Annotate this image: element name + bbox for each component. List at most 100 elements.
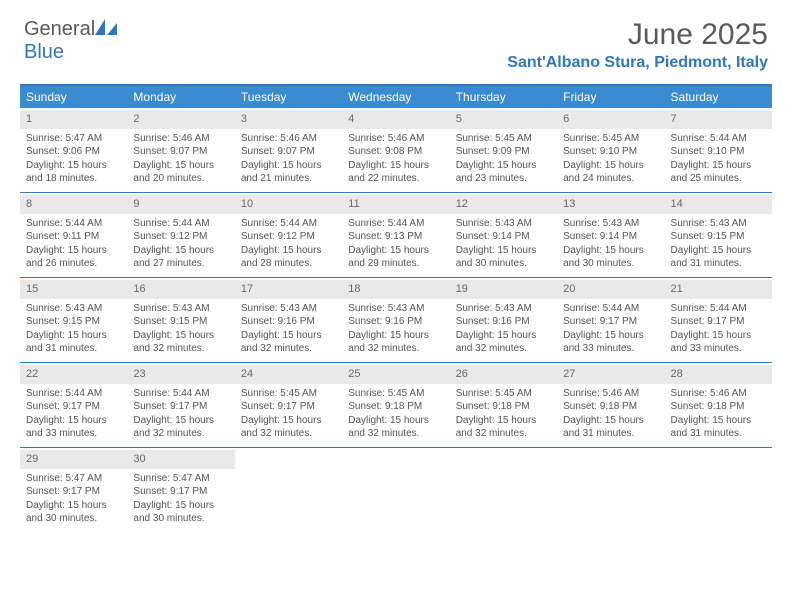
weekday-header: Saturday — [665, 86, 772, 108]
day-cell: 18Sunrise: 5:43 AMSunset: 9:16 PMDayligh… — [342, 278, 449, 362]
sunset-line: Sunset: 9:14 PM — [456, 230, 551, 244]
sunset-line: Sunset: 9:16 PM — [456, 315, 551, 329]
daylight-line: Daylight: 15 hours and 26 minutes. — [26, 244, 121, 271]
daylight-line: Daylight: 15 hours and 32 minutes. — [456, 414, 551, 441]
empty-cell — [450, 448, 557, 532]
daylight-line: Daylight: 15 hours and 32 minutes. — [133, 414, 228, 441]
sunrise-line: Sunrise: 5:44 AM — [671, 302, 766, 316]
day-number: 8 — [20, 195, 127, 214]
sunset-line: Sunset: 9:06 PM — [26, 145, 121, 159]
empty-cell — [342, 448, 449, 532]
day-number: 24 — [235, 365, 342, 384]
sunset-line: Sunset: 9:18 PM — [671, 400, 766, 414]
sunset-line: Sunset: 9:17 PM — [241, 400, 336, 414]
day-cell: 29 Sunrise: 5:47 AMSunset: 9:17 PMDayligh… — [20, 448, 127, 532]
weekday-header: Sunday — [20, 86, 127, 108]
day-cell: 28Sunrise: 5:46 AMSunset: 9:18 PMDayligh… — [665, 363, 772, 447]
page-title: June 2025 — [507, 18, 768, 52]
calendar: SundayMondayTuesdayWednesdayThursdayFrid… — [20, 84, 772, 532]
day-cell: 26 Sunrise: 5:45 AMSunset: 9:18 PMDayligh… — [450, 363, 557, 447]
sunrise-line: Sunrise: 5:46 AM — [241, 132, 336, 146]
daylight-line: Daylight: 15 hours and 28 minutes. — [241, 244, 336, 271]
week-row: 15Sunrise: 5:43 AMSunset: 9:15 PMDayligh… — [20, 278, 772, 363]
day-number: 23 — [127, 365, 234, 384]
sunset-line: Sunset: 9:18 PM — [348, 400, 443, 414]
empty-cell — [665, 448, 772, 532]
sunset-line: Sunset: 9:18 PM — [456, 400, 551, 414]
daylight-line: Daylight: 15 hours and 32 minutes. — [241, 414, 336, 441]
day-cell: 19 Sunrise: 5:43 AMSunset: 9:16 PMDayligh… — [450, 278, 557, 362]
day-number: 7 — [665, 110, 772, 129]
week-row: 29Sunrise: 5:47 AMSunset: 9:17 PMDayligh… — [20, 448, 772, 532]
daylight-line: Daylight: 15 hours and 31 minutes. — [26, 329, 121, 356]
day-number: 19 — [450, 280, 557, 299]
day-number: 17 — [235, 280, 342, 299]
sunrise-line: Sunrise: 5:44 AM — [671, 132, 766, 146]
sunset-line: Sunset: 9:07 PM — [133, 145, 228, 159]
sunset-line: Sunset: 9:16 PM — [348, 315, 443, 329]
day-cell: 23Sunrise: 5:44 AMSunset: 9:17 PMDayligh… — [127, 363, 234, 447]
daylight-line: Daylight: 15 hours and 32 minutes. — [456, 329, 551, 356]
day-number: 10 — [235, 195, 342, 214]
day-number: 13 — [557, 195, 664, 214]
day-number: 25 — [342, 365, 449, 384]
daylight-line: Daylight: 15 hours and 30 minutes. — [456, 244, 551, 271]
weekday-header: Wednesday — [342, 86, 449, 108]
daylight-line: Daylight: 15 hours and 20 minutes. — [133, 159, 228, 186]
sunset-line: Sunset: 9:13 PM — [348, 230, 443, 244]
day-number: 2 — [127, 110, 234, 129]
sunrise-line: Sunrise: 5:44 AM — [26, 217, 121, 231]
empty-cell — [235, 448, 342, 532]
sunrise-line: Sunrise: 5:43 AM — [456, 302, 551, 316]
day-cell: 13Sunrise: 5:43 AMSunset: 9:14 PMDayligh… — [557, 193, 664, 277]
sunrise-line: Sunrise: 5:46 AM — [671, 387, 766, 401]
daylight-line: Daylight: 15 hours and 30 minutes. — [26, 499, 121, 526]
sunrise-line: Sunrise: 5:46 AM — [133, 132, 228, 146]
day-number: 26 — [450, 365, 557, 384]
sunrise-line: Sunrise: 5:43 AM — [456, 217, 551, 231]
day-cell: 5Sunrise: 5:45 AMSunset: 9:09 PMDaylight… — [450, 108, 557, 192]
day-cell: 25Sunrise: 5:45 AMSunset: 9:18 PMDayligh… — [342, 363, 449, 447]
day-number: 5 — [450, 110, 557, 129]
sunset-line: Sunset: 9:17 PM — [26, 400, 121, 414]
sunset-line: Sunset: 9:12 PM — [241, 230, 336, 244]
sunset-line: Sunset: 9:17 PM — [26, 485, 121, 499]
day-cell: 3Sunrise: 5:46 AMSunset: 9:07 PMDaylight… — [235, 108, 342, 192]
day-number: 4 — [342, 110, 449, 129]
sunrise-line: Sunrise: 5:44 AM — [563, 302, 658, 316]
sunrise-line: Sunrise: 5:43 AM — [133, 302, 228, 316]
day-cell: 30Sunrise: 5:47 AMSunset: 9:17 PMDayligh… — [127, 448, 234, 532]
daylight-line: Daylight: 15 hours and 27 minutes. — [133, 244, 228, 271]
day-cell: 14Sunrise: 5:43 AMSunset: 9:15 PMDayligh… — [665, 193, 772, 277]
day-number: 22 — [20, 365, 127, 384]
weekday-header: Friday — [557, 86, 664, 108]
daylight-line: Daylight: 15 hours and 24 minutes. — [563, 159, 658, 186]
daylight-line: Daylight: 15 hours and 32 minutes. — [348, 414, 443, 441]
sunrise-line: Sunrise: 5:44 AM — [348, 217, 443, 231]
sunset-line: Sunset: 9:15 PM — [26, 315, 121, 329]
sunrise-line: Sunrise: 5:45 AM — [456, 387, 551, 401]
day-number: 1 — [20, 110, 127, 129]
day-number: 29 — [20, 450, 127, 469]
logo-word2: Blue — [24, 41, 64, 63]
daylight-line: Daylight: 15 hours and 30 minutes. — [133, 499, 228, 526]
day-cell: 1Sunrise: 5:47 AMSunset: 9:06 PMDaylight… — [20, 108, 127, 192]
sunrise-line: Sunrise: 5:43 AM — [26, 302, 121, 316]
day-cell: 4Sunrise: 5:46 AMSunset: 9:08 PMDaylight… — [342, 108, 449, 192]
daylight-line: Daylight: 15 hours and 22 minutes. — [348, 159, 443, 186]
logo-text: General Blue — [24, 18, 117, 64]
daylight-line: Daylight: 15 hours and 18 minutes. — [26, 159, 121, 186]
sunrise-line: Sunrise: 5:44 AM — [133, 217, 228, 231]
day-cell: 8Sunrise: 5:44 AMSunset: 9:11 PMDaylight… — [20, 193, 127, 277]
weekday-header: Thursday — [450, 86, 557, 108]
daylight-line: Daylight: 15 hours and 32 minutes. — [348, 329, 443, 356]
day-number: 6 — [557, 110, 664, 129]
sunrise-line: Sunrise: 5:45 AM — [456, 132, 551, 146]
sunset-line: Sunset: 9:15 PM — [133, 315, 228, 329]
daylight-line: Daylight: 15 hours and 31 minutes. — [563, 414, 658, 441]
day-cell: 7Sunrise: 5:44 AMSunset: 9:10 PMDaylight… — [665, 108, 772, 192]
sunset-line: Sunset: 9:10 PM — [671, 145, 766, 159]
day-cell: 21Sunrise: 5:44 AMSunset: 9:17 PMDayligh… — [665, 278, 772, 362]
day-cell: 10Sunrise: 5:44 AMSunset: 9:12 PMDayligh… — [235, 193, 342, 277]
sunrise-line: Sunrise: 5:47 AM — [26, 472, 121, 486]
